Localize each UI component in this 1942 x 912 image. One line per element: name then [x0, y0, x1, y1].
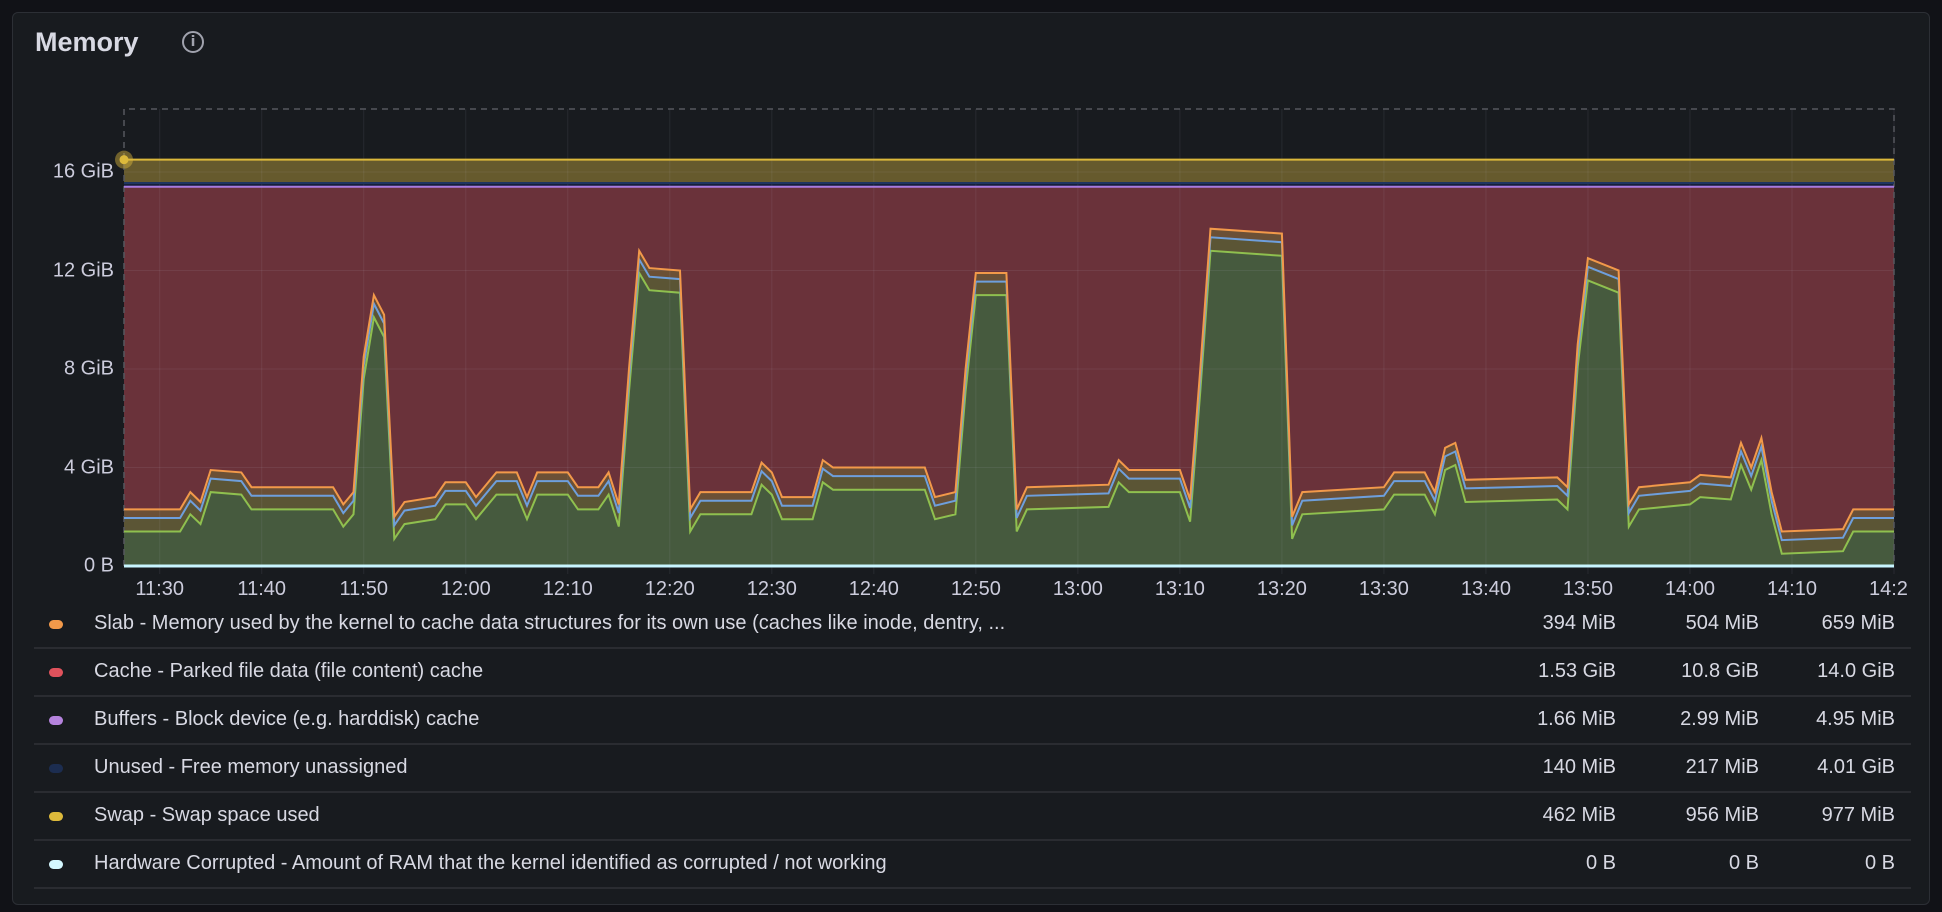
legend-value-mean: 217 MiB	[1685, 756, 1759, 778]
x-tick-label: 12:40	[848, 578, 899, 600]
y-tick-label: 16 GiB	[52, 160, 114, 183]
legend-value-min: 0 B	[1585, 852, 1616, 874]
legend-swatch	[49, 716, 63, 725]
plot-border	[123, 108, 1895, 566]
legend-label: Swap - Swap space used	[94, 804, 320, 826]
x-tick-label: 13:40	[1460, 578, 1511, 600]
legend-value-mean: 0 B	[1728, 852, 1759, 874]
legend-swatch	[49, 764, 63, 773]
hover-point	[119, 155, 129, 165]
x-tick-label: 12:00	[440, 578, 491, 600]
legend-value-min: 394 MiB	[1542, 612, 1616, 634]
legend-row-slab[interactable]: Slab - Memory used by the kernel to cach…	[34, 601, 1911, 649]
legend-row-swap[interactable]: Swap - Swap space used 462 MiB 956 MiB 977 …	[34, 793, 1911, 841]
used-area	[124, 250, 1894, 567]
legend-value-min: 1.66 MiB	[1537, 708, 1616, 730]
x-tick-label: 13:10	[1154, 578, 1205, 600]
x-tick-label: 11:50	[339, 578, 389, 600]
legend-value-max: 977 MiB	[1821, 804, 1895, 826]
cache-area	[124, 186, 1894, 532]
x-tick-label: 14:20	[1868, 578, 1908, 600]
legend-swatch	[49, 668, 63, 677]
legend-swatch	[49, 860, 63, 869]
mid-line	[124, 236, 1894, 542]
x-tick-label: 14:10	[1766, 578, 1817, 600]
legend-row-buffers[interactable]: Buffers - Block device (e.g. harddisk) c…	[34, 697, 1911, 745]
legend-value-max: 659 MiB	[1821, 612, 1895, 634]
x-tick-label: 12:50	[950, 578, 1001, 600]
x-tick-label: 13:50	[1562, 578, 1613, 600]
y-tick-label: 8 GiB	[63, 357, 114, 380]
x-tick-label: 13:30	[1358, 578, 1409, 600]
legend-value-max: 0 B	[1864, 852, 1895, 874]
x-tick-label: 12:10	[542, 578, 593, 600]
legend-value-min: 140 MiB	[1542, 756, 1616, 778]
legend-value-min: 1.53 GiB	[1538, 660, 1616, 682]
legend-value-mean: 504 MiB	[1685, 612, 1759, 634]
legend-value-mean: 2.99 MiB	[1680, 708, 1759, 730]
legend-row-unused[interactable]: Unused - Free memory unassigned 140 MiB 21…	[34, 745, 1911, 793]
legend-row-hardware-corrupted[interactable]: Hardware Corrupted - Amount of RAM that …	[34, 841, 1911, 889]
x-tick-label: 13:00	[1052, 578, 1103, 600]
x-tick-label: 11:30	[135, 578, 184, 600]
legend-value-min: 462 MiB	[1542, 804, 1616, 826]
legend-value-max: 4.95 MiB	[1816, 708, 1895, 730]
y-tick-label: 4 GiB	[63, 456, 114, 478]
swap-area	[124, 159, 1894, 183]
legend-label: Cache - Parked file data (file content) …	[94, 660, 484, 682]
legend-swatch	[49, 620, 63, 629]
legend-value-mean: 10.8 GiB	[1681, 660, 1759, 682]
x-tick-label: 14:00	[1664, 578, 1715, 600]
legend-row-cache[interactable]: Cache - Parked file data (file content) …	[34, 649, 1911, 697]
legend-label: Hardware Corrupted - Amount of RAM that …	[94, 852, 887, 874]
x-tick-label: 12:30	[746, 578, 797, 600]
x-tick-label: 12:20	[644, 578, 695, 600]
x-tick-label: 13:20	[1256, 578, 1307, 600]
legend-label: Slab - Memory used by the kernel to cach…	[94, 612, 1006, 634]
legend-value-max: 4.01 GiB	[1817, 756, 1895, 778]
x-tick-label: 11:40	[237, 578, 287, 600]
legend: Slab - Memory used by the kernel to cach…	[34, 601, 1911, 889]
legend-value-max: 14.0 GiB	[1817, 660, 1895, 682]
legend-label: Unused - Free memory unassigned	[94, 756, 408, 778]
panel-title: Memory	[35, 27, 139, 57]
legend-value-mean: 956 MiB	[1685, 804, 1759, 826]
x-axis: 11:30 11:40 11:50 12:00 12:10 12:20 12:30 12:40…	[100, 578, 1908, 608]
info-circle-icon[interactable]: i	[182, 31, 204, 53]
used-line	[124, 249, 1894, 555]
legend-swatch	[49, 812, 63, 821]
legend-label: Buffers - Block device (e.g. harddisk) c…	[94, 708, 480, 730]
slab-line	[124, 227, 1894, 533]
y-tick-label: 0 B	[83, 554, 114, 577]
y-tick-label: 12 GiB	[52, 259, 114, 282]
